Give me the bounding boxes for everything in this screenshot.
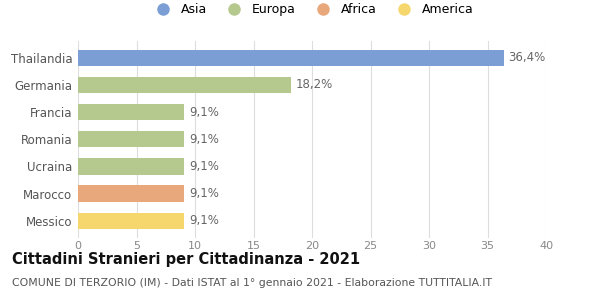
Text: 9,1%: 9,1%	[189, 214, 219, 227]
Bar	[78, 77, 291, 93]
Text: Cittadini Stranieri per Cittadinanza - 2021: Cittadini Stranieri per Cittadinanza - 2…	[12, 252, 360, 267]
Text: 9,1%: 9,1%	[189, 160, 219, 173]
Bar	[78, 213, 184, 229]
Text: 36,4%: 36,4%	[509, 51, 546, 64]
Text: 18,2%: 18,2%	[296, 78, 333, 91]
Bar	[78, 185, 184, 202]
Text: 9,1%: 9,1%	[189, 133, 219, 146]
Text: COMUNE DI TERZORIO (IM) - Dati ISTAT al 1° gennaio 2021 - Elaborazione TUTTITALI: COMUNE DI TERZORIO (IM) - Dati ISTAT al …	[12, 278, 492, 288]
Legend: Asia, Europa, Africa, America: Asia, Europa, Africa, America	[151, 3, 473, 17]
Text: 9,1%: 9,1%	[189, 106, 219, 119]
Bar	[78, 131, 184, 147]
Text: 9,1%: 9,1%	[189, 187, 219, 200]
Bar	[78, 158, 184, 175]
Bar	[78, 50, 504, 66]
Bar	[78, 104, 184, 120]
